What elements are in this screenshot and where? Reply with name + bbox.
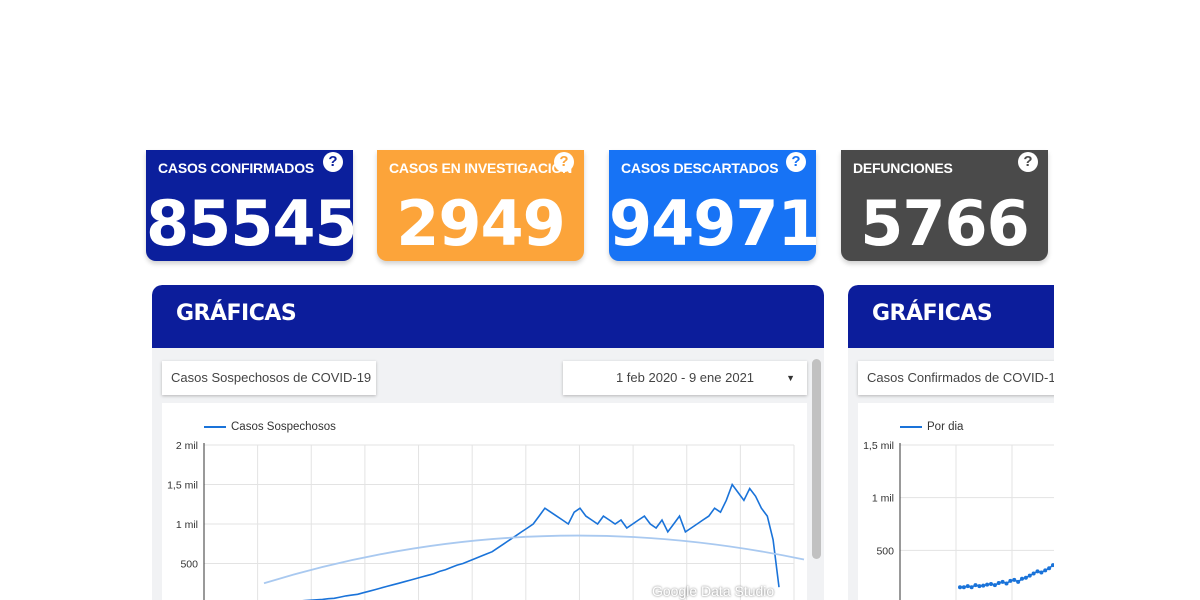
legend-swatch: [204, 425, 226, 428]
data-point: [1051, 563, 1054, 568]
card-value: 5766: [860, 187, 1030, 260]
chart-selector-label: Casos Confirmados de COVID-19: [867, 370, 1054, 385]
data-point: [1043, 568, 1048, 573]
data-point: [985, 582, 990, 587]
watermark: Google Data Studio: [652, 583, 775, 599]
chart-selector-label: Casos Sospechosos de COVID-19: [171, 370, 372, 385]
chart-selector[interactable]: Casos Confirmados de COVID-19: [858, 361, 1054, 395]
y-tick-label: 1,5 mil: [167, 480, 198, 492]
data-point: [961, 585, 966, 590]
chart-selector[interactable]: Casos Sospechosos de COVID-19: [162, 361, 376, 395]
data-point: [989, 582, 993, 587]
data-point: [996, 580, 1001, 585]
card-label: CASOS EN INVESTIGACIÓN: [389, 160, 573, 176]
date-range-selector[interactable]: 1 feb 2020 - 9 ene 2021 ▼: [563, 361, 807, 395]
card-defunciones: DEFUNCIONES ? 5766: [841, 150, 1048, 261]
legend-label: Por dia: [927, 421, 964, 433]
card-label: DEFUNCIONES: [853, 160, 953, 176]
data-point: [977, 584, 982, 589]
data-point: [981, 583, 986, 588]
chevron-down-icon: ▼: [786, 373, 795, 383]
sospechosos-line-chart: 2 mil 1,5 mil 1 mil 500: [167, 440, 805, 600]
panel-header: GRÁFICAS: [152, 285, 824, 348]
data-point: [992, 583, 997, 588]
chart-legend: Casos Sospechosos: [204, 421, 336, 433]
data-point: [1047, 566, 1052, 571]
help-icon[interactable]: ?: [786, 152, 806, 172]
card-label: CASOS DESCARTADOS: [621, 160, 779, 176]
card-value: 94971: [609, 187, 816, 260]
series-line: [302, 482, 780, 600]
data-point: [965, 584, 970, 589]
help-icon[interactable]: ?: [1018, 152, 1038, 172]
scrollbar[interactable]: [812, 359, 821, 559]
date-range-label: 1 feb 2020 - 9 ene 2021: [615, 370, 755, 385]
card-casos-descartados: CASOS DESCARTADOS ? 94971: [609, 150, 816, 261]
data-point: [1016, 579, 1021, 584]
trend-line: [263, 534, 805, 585]
data-point: [1008, 578, 1013, 583]
data-point: [1031, 571, 1036, 576]
y-tick-label: 1,5 mil: [863, 440, 894, 452]
panel-header: GRÁFICAS: [848, 285, 1054, 348]
panel-title: GRÁFICAS: [176, 301, 297, 326]
y-tick-label: 500: [180, 559, 198, 571]
data-point: [1004, 581, 1009, 586]
y-tick-label: 500: [876, 545, 894, 557]
y-tick-label: 1 mil: [872, 493, 894, 505]
graficas-panel-confirmados: GRÁFICAS Casos Confirmados de COVID-19 P…: [848, 285, 1054, 600]
graficas-panel-sospechosos: GRÁFICAS Casos Sospechosos de COVID-19 1…: [152, 285, 824, 600]
data-point: [1039, 570, 1044, 575]
legend-label: Casos Sospechosos: [231, 421, 336, 433]
confirmados-line-chart: 1,5 mil 1 mil 500: [863, 440, 1054, 600]
y-tick-label: 1 mil: [176, 519, 198, 531]
card-label: CASOS CONFIRMADOS: [158, 160, 315, 176]
help-icon[interactable]: ?: [554, 152, 574, 172]
data-point: [1035, 569, 1040, 574]
data-point: [1012, 577, 1017, 582]
data-point: [1020, 576, 1024, 581]
data-point: [1000, 579, 1005, 584]
card-casos-confirmados: CASOS CONFIRMADOS ? 85545: [146, 150, 353, 261]
card-casos-en-investigacion: CASOS EN INVESTIGACIÓN ? 2949: [377, 150, 584, 261]
help-icon[interactable]: ?: [323, 152, 343, 172]
data-point: [973, 583, 978, 588]
data-point: [969, 585, 974, 590]
panel-title: GRÁFICAS: [872, 301, 993, 326]
chart-area: Por dia 1,5 mil 1 mil 500: [858, 403, 1054, 600]
data-point: [1027, 573, 1032, 578]
card-value: 85545: [146, 187, 353, 260]
chart-legend: Por dia: [900, 421, 963, 433]
chart-area: Casos Sospechosos 2 mil 1,5 mil 1 mil 500 G…: [162, 403, 807, 600]
data-point: [1023, 575, 1028, 580]
card-value: 2949: [396, 187, 566, 260]
y-tick-label: 2 mil: [176, 440, 198, 452]
data-point: [958, 585, 962, 590]
legend-swatch: [900, 425, 922, 428]
